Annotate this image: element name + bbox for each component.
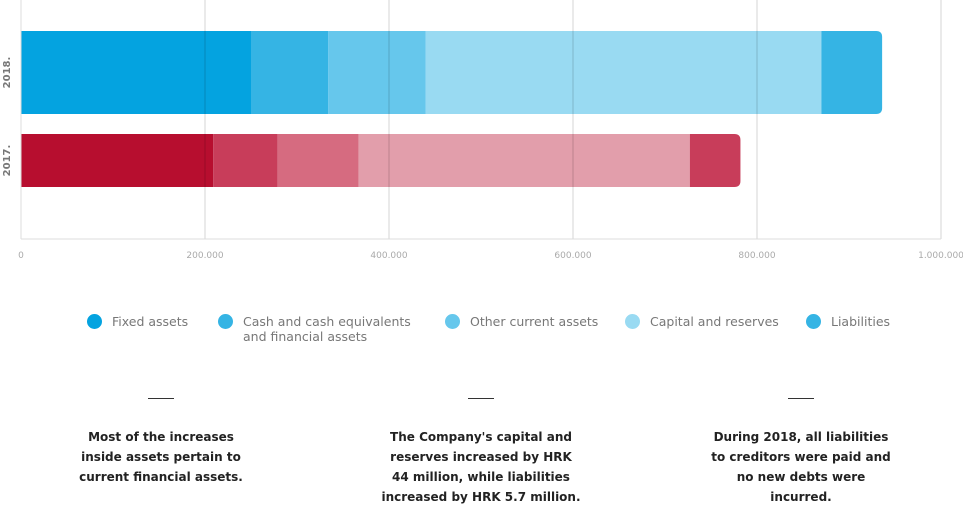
bar-segment (21, 31, 251, 114)
divider (468, 398, 494, 399)
bar-segment (328, 31, 426, 114)
note-2: The Company's capital and reserves incre… (361, 398, 601, 507)
legend-swatch (218, 314, 233, 329)
legend-item-other-current-assets: Other current assets (445, 314, 598, 329)
legend-item-liabilities: Liabilities (806, 314, 890, 329)
legend-label: Capital and reserves (650, 314, 779, 329)
bar-segment (358, 134, 690, 187)
x-tick-label: 0 (18, 251, 24, 261)
bar-segment (251, 31, 329, 114)
legend-swatch (445, 314, 460, 329)
x-tick-label: 600.000 (554, 251, 591, 261)
bar-segment (689, 134, 741, 187)
bar-segment (21, 134, 214, 187)
legend-label: Cash and cash equivalents and financial … (243, 314, 411, 344)
divider (148, 398, 174, 399)
legend-label: Fixed assets (112, 314, 189, 329)
divider (788, 398, 814, 399)
legend-item-capital-reserves: Capital and reserves (625, 314, 779, 329)
category-label: 2018. (2, 57, 13, 89)
note-3: During 2018, all liabilities to creditor… (681, 398, 921, 507)
legend: Fixed assets Cash and cash equivalents a… (0, 314, 963, 354)
legend-swatch (806, 314, 821, 329)
x-tick-label: 200.000 (186, 251, 223, 261)
legend-swatch (87, 314, 102, 329)
stacked-bar-chart: 2018. 2017. 0 200.000 400.000 600.000 800.000 1… (2, 0, 963, 261)
x-tick-label: 800.000 (738, 251, 775, 261)
note-1: Most of the increases inside assets pert… (41, 398, 281, 487)
note-text: The Company's capital and reserves incre… (381, 430, 581, 504)
x-tick-label: 400.000 (370, 251, 407, 261)
note-text: Most of the increases inside assets pert… (79, 430, 243, 484)
legend-label: Liabilities (831, 314, 891, 329)
bar-segment (425, 31, 822, 114)
bar-segment (213, 134, 278, 187)
bar-segment (277, 134, 359, 187)
category-label: 2017. (2, 145, 13, 177)
legend-swatch (625, 314, 640, 329)
x-tick-label: 1.000.000 (918, 251, 963, 261)
legend-item-cash: Cash and cash equivalents and financial … (218, 314, 411, 344)
legend-label: Other current assets (470, 314, 599, 329)
bar-segment (821, 31, 883, 114)
note-text: During 2018, all liabilities to creditor… (711, 430, 891, 504)
legend-item-fixed-assets: Fixed assets (87, 314, 188, 329)
